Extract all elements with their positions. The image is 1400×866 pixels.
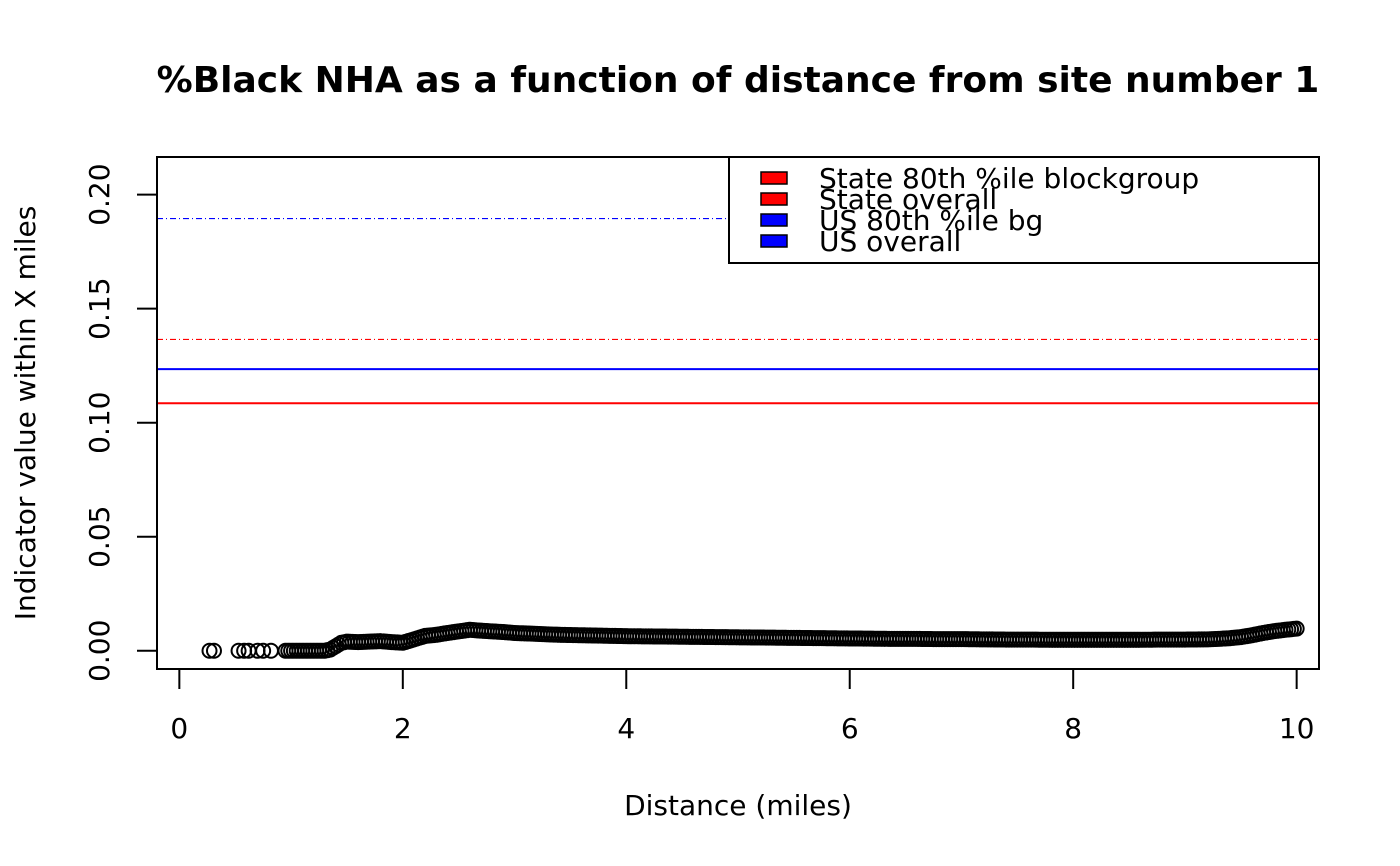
x-tick-label: 10 bbox=[1279, 712, 1315, 745]
x-axis-label: Distance (miles) bbox=[624, 789, 852, 822]
y-tick-label: 0.20 bbox=[83, 163, 116, 225]
legend-swatch bbox=[760, 234, 788, 248]
x-tick-label: 2 bbox=[394, 712, 412, 745]
x-axis: 0 2 4 6 8 10 bbox=[170, 668, 1315, 745]
x-tick-label: 8 bbox=[1064, 712, 1082, 745]
chart-title: %Black NHA as a function of distance fro… bbox=[157, 60, 1320, 101]
x-tick-label: 6 bbox=[841, 712, 859, 745]
legend-label: US overall bbox=[819, 225, 961, 258]
x-tick-label: 4 bbox=[617, 712, 635, 745]
y-axis-label: Indicator value within X miles bbox=[9, 206, 42, 621]
y-axis: 0.00 0.05 0.10 0.15 0.20 bbox=[83, 163, 158, 682]
legend-swatch bbox=[760, 213, 788, 227]
legend-label: State overall bbox=[819, 183, 997, 216]
data-point bbox=[201, 642, 218, 659]
y-tick-label: 0.05 bbox=[83, 506, 116, 568]
data-points bbox=[201, 620, 1305, 659]
y-tick-label: 0.10 bbox=[83, 392, 116, 454]
data-point bbox=[205, 642, 222, 659]
data-point bbox=[1288, 620, 1305, 637]
legend-swatch bbox=[760, 171, 788, 185]
legend-box bbox=[728, 156, 1320, 264]
y-tick-label: 0.00 bbox=[83, 620, 116, 682]
data-point bbox=[230, 642, 247, 659]
y-tick-label: 0.15 bbox=[83, 277, 116, 339]
legend-swatch bbox=[760, 192, 788, 206]
legend-label: US 80th %ile bg bbox=[819, 204, 1043, 237]
data-point bbox=[255, 642, 272, 659]
legend-label: State 80th %ile blockgroup bbox=[819, 162, 1199, 195]
x-tick-label: 0 bbox=[170, 712, 188, 745]
